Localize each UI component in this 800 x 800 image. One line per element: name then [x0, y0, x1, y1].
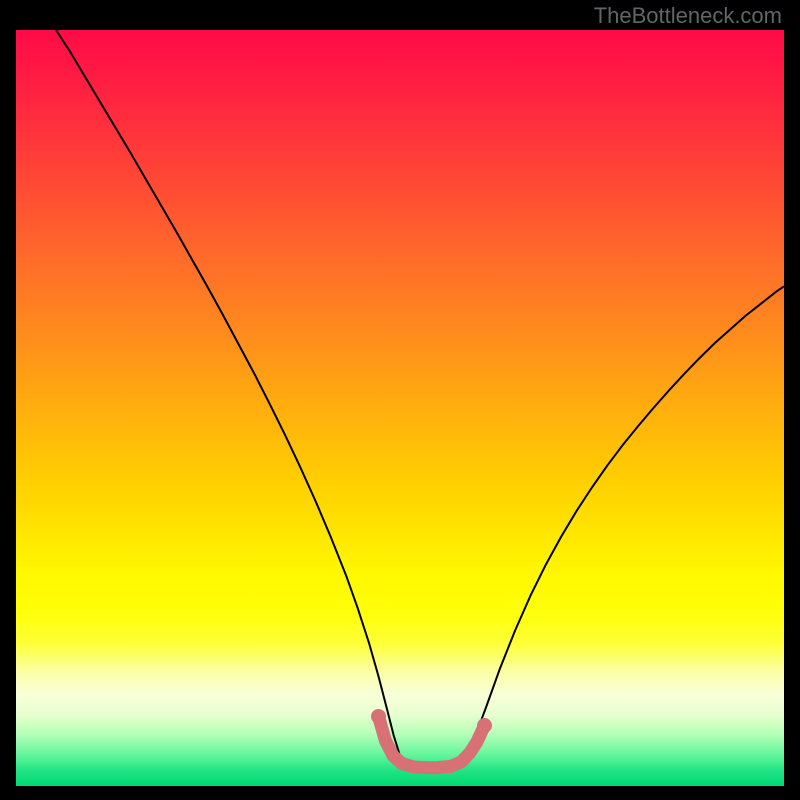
bottleneck-chart: [16, 30, 784, 786]
highlight-end-dot: [477, 718, 492, 733]
chart-background: [16, 30, 784, 786]
chart-frame: TheBottleneck.com: [0, 0, 800, 800]
highlight-end-dot: [371, 709, 386, 724]
watermark-text: TheBottleneck.com: [594, 3, 782, 29]
